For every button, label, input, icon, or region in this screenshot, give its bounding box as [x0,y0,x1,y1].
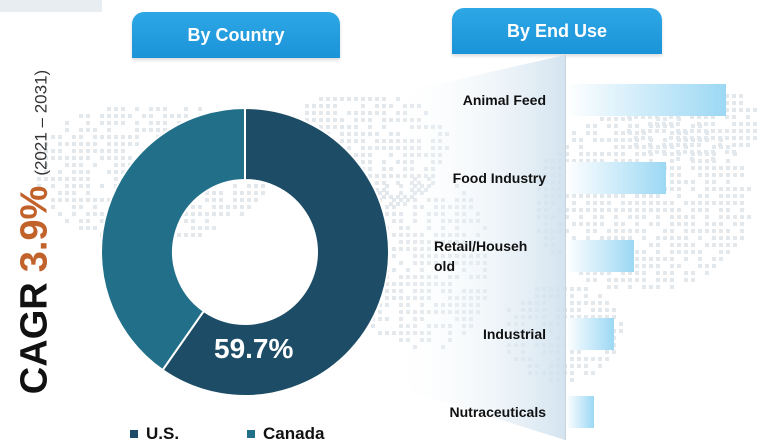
bar-retail-household [566,240,634,272]
bar-animal-feed [566,84,726,116]
legend-swatch-canada [247,430,255,438]
by-end-use-label: By End Use [506,20,608,41]
cagr-value: 3.9% [13,185,56,273]
legend-swatch-us [130,430,138,438]
bar-label-nutraceuticals: Nutraceuticals [449,404,546,420]
bar-label-industrial: Industrial [482,326,546,342]
cagr-prefix: CAGR [13,282,56,395]
legend-item-us: U.S. [130,424,179,444]
bar-food-industry [566,162,666,194]
cagr-period: (2021 – 2031) [31,69,51,176]
cagr-block: CAGR 3.9% (2021 – 2031) [0,62,70,402]
bar-axis-line [565,55,566,440]
country-donut-chart [100,106,390,397]
bar-nutraceuticals [566,396,594,428]
donut-slice-us [161,106,390,397]
legend-item-canada: Canada [247,424,324,444]
by-country-label: By Country [187,24,285,45]
us-share-data-label: 59.7% [214,333,294,364]
donut-slice-canada [100,106,246,372]
bar-label-retail-household: Retail/Househ old [434,238,528,274]
by-end-use-pill: By End Use [452,8,662,54]
by-country-pill: By Country [132,12,340,58]
top-left-bar [0,0,102,12]
bar-label-animal-feed: Animal Feed [462,92,546,108]
bar-industrial [566,318,614,350]
legend-label-us: U.S. [146,424,180,443]
legend-label-canada: Canada [263,424,325,443]
bar-label-food-industry: Food Industry [452,170,546,186]
